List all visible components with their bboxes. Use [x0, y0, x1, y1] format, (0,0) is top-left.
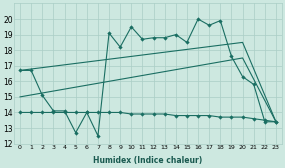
X-axis label: Humidex (Indice chaleur): Humidex (Indice chaleur): [93, 156, 203, 164]
